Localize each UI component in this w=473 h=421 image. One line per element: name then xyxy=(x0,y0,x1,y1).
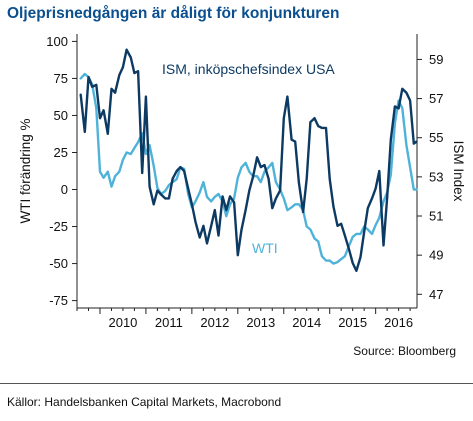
x-tick-label: 2014 xyxy=(292,315,321,330)
y-right-tick-label: 51 xyxy=(429,209,443,224)
chart-title: Oljeprisnedgången är dåligt för konjunkt… xyxy=(7,5,340,22)
y-axis-left-label: WTI förändring % xyxy=(18,118,33,223)
x-tick-label: 2016 xyxy=(384,315,413,330)
footer-sources: Källor: Handelsbanken Capital Markets, M… xyxy=(7,395,282,409)
x-tick-label: 2015 xyxy=(338,315,367,330)
y-right-tick-label: 49 xyxy=(429,248,443,263)
series-line-wti xyxy=(79,72,418,265)
y-left-tick-label: 75 xyxy=(54,71,68,86)
y-axis-right-label: ISM Index xyxy=(451,141,466,202)
y-left-tick-label: 100 xyxy=(46,34,68,49)
y-right-tick-label: 55 xyxy=(429,130,443,145)
y-right-tick-label: 59 xyxy=(429,52,443,67)
series-label-ism: ISM, inköpschefsindex USA xyxy=(162,61,335,77)
x-tick-label: 2011 xyxy=(155,315,183,330)
divider xyxy=(0,383,473,384)
y-left-tick-label: 25 xyxy=(54,145,68,160)
y-left-tick-label: -25 xyxy=(49,219,68,234)
y-left-tick-label: 0 xyxy=(61,182,68,197)
series-label-wti: WTI xyxy=(252,240,278,256)
y-left-tick-label: -75 xyxy=(49,293,68,308)
y-right-tick-label: 57 xyxy=(429,91,443,106)
source-note: Source: Bloomberg xyxy=(353,344,456,358)
series-line-ism xyxy=(79,48,418,272)
x-tick-label: 2012 xyxy=(200,315,229,330)
y-left-tick-label: -50 xyxy=(49,256,68,271)
x-tick-label: 2013 xyxy=(246,315,275,330)
y-right-tick-label: 53 xyxy=(429,169,443,184)
y-right-tick-label: 47 xyxy=(429,287,443,302)
x-tick-label: 2010 xyxy=(108,315,137,330)
y-left-tick-label: 50 xyxy=(54,108,68,123)
